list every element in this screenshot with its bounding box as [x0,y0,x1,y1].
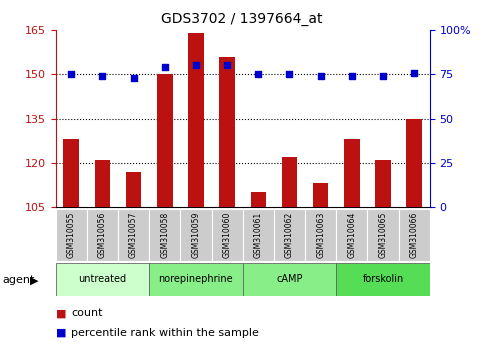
Point [99,73,106,79]
Text: GSM310063: GSM310063 [316,212,325,258]
Text: GSM310059: GSM310059 [191,212,200,258]
Bar [344,139,360,207]
Bar [336,263,430,296]
Bar [251,192,266,207]
Text: cAMP: cAMP [276,274,303,284]
Bar [149,263,242,296]
Bar [212,209,242,261]
Text: GSM310065: GSM310065 [379,212,387,258]
Text: ▶: ▶ [30,275,39,285]
Bar [126,172,142,207]
Text: GSM310062: GSM310062 [285,212,294,258]
Point [379,73,387,79]
Point [348,73,356,79]
Text: GSM310064: GSM310064 [347,212,356,258]
Point [223,63,231,68]
Bar [274,209,305,261]
Text: GSM310056: GSM310056 [98,212,107,258]
Bar [95,160,110,207]
Bar [282,157,298,207]
Bar [149,209,180,261]
Point [161,64,169,70]
Text: ■: ■ [56,308,66,318]
Point [285,72,293,77]
Point [192,63,200,68]
Bar [157,74,172,207]
Bar [118,209,149,261]
Bar [398,209,430,261]
Text: GSM310060: GSM310060 [223,212,232,258]
Text: GDS3702 / 1397664_at: GDS3702 / 1397664_at [161,12,322,27]
Text: agent: agent [2,275,34,285]
Point [255,72,262,77]
Point [67,72,75,77]
Text: percentile rank within the sample: percentile rank within the sample [71,328,259,338]
Point [411,70,418,75]
Bar [180,209,212,261]
Text: GSM310055: GSM310055 [67,212,76,258]
Text: GSM310061: GSM310061 [254,212,263,258]
Bar [188,33,204,207]
Bar [242,209,274,261]
Point [317,73,325,79]
Bar [375,160,391,207]
Text: forskolin: forskolin [362,274,404,284]
Bar [219,57,235,207]
Bar [242,263,336,296]
Bar [56,263,149,296]
Text: norepinephrine: norepinephrine [158,274,233,284]
Text: ■: ■ [56,328,66,338]
Text: GSM310058: GSM310058 [160,212,169,258]
Text: count: count [71,308,103,318]
Bar [63,139,79,207]
Point [129,75,137,81]
Bar [56,209,87,261]
Bar [313,183,328,207]
Text: GSM310066: GSM310066 [410,212,419,258]
Bar [87,209,118,261]
Bar [305,209,336,261]
Bar [407,119,422,207]
Bar [368,209,398,261]
Text: untreated: untreated [78,274,127,284]
Bar [336,209,368,261]
Text: GSM310057: GSM310057 [129,212,138,258]
